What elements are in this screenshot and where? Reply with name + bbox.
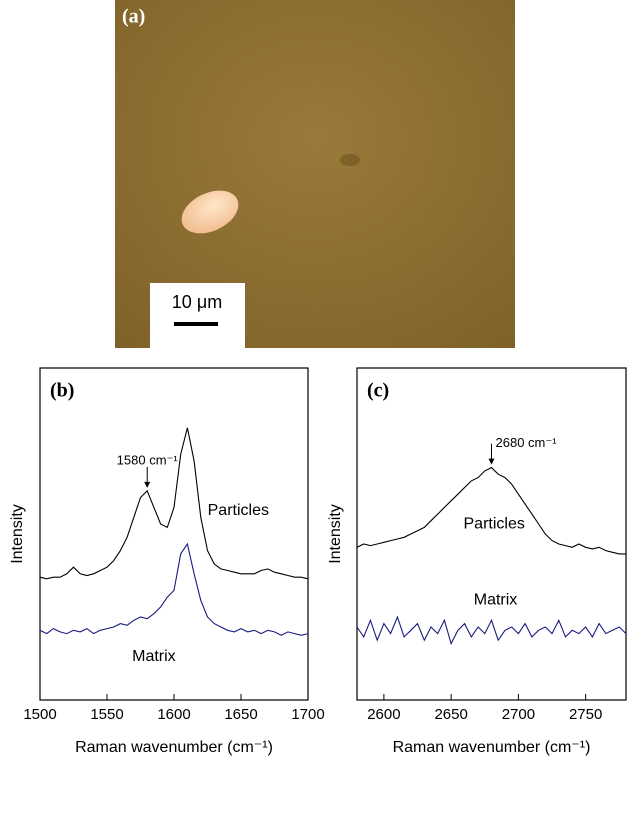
x-tick-label: 1500	[23, 706, 56, 723]
series-line	[39, 542, 309, 636]
x-tick-label: 1550	[90, 706, 123, 723]
x-tick-label: 2600	[367, 706, 400, 723]
dark-spot	[340, 154, 360, 166]
x-tick-label: 2750	[569, 706, 602, 723]
annotation: 1580 cm⁻¹	[117, 452, 179, 467]
series-line	[39, 427, 309, 580]
x-axis-title: Raman wavenumber (cm⁻¹)	[393, 739, 591, 756]
x-tick-label: 1700	[291, 706, 324, 723]
arrow-head	[488, 458, 495, 465]
x-tick-label: 2650	[434, 706, 467, 723]
x-tick-label: 1600	[157, 706, 190, 723]
scale-label: 10 μm	[172, 292, 222, 312]
panel-label: (c)	[367, 380, 389, 402]
series-label: Particles	[464, 515, 525, 532]
x-tick-label: 1650	[224, 706, 257, 723]
x-axis-title: Raman wavenumber (cm⁻¹)	[75, 739, 273, 756]
particle	[181, 190, 239, 234]
panel-label: (b)	[50, 380, 74, 402]
micrograph: (a) 10 μm	[115, 0, 515, 348]
arrow-head	[144, 481, 151, 488]
scale-box	[150, 283, 245, 348]
y-axis-title: Intensity	[9, 504, 26, 564]
plot-frame	[356, 367, 627, 701]
annotation: 2680 cm⁻¹	[496, 435, 558, 450]
series-label: Particles	[208, 502, 269, 519]
panel-label: (a)	[122, 6, 145, 28]
series-label: Matrix	[132, 648, 176, 665]
y-axis-title: Intensity	[327, 504, 344, 564]
x-tick-label: 2700	[502, 706, 535, 723]
series-line	[356, 466, 626, 555]
series-label: Matrix	[474, 592, 518, 609]
series-line	[356, 615, 627, 646]
